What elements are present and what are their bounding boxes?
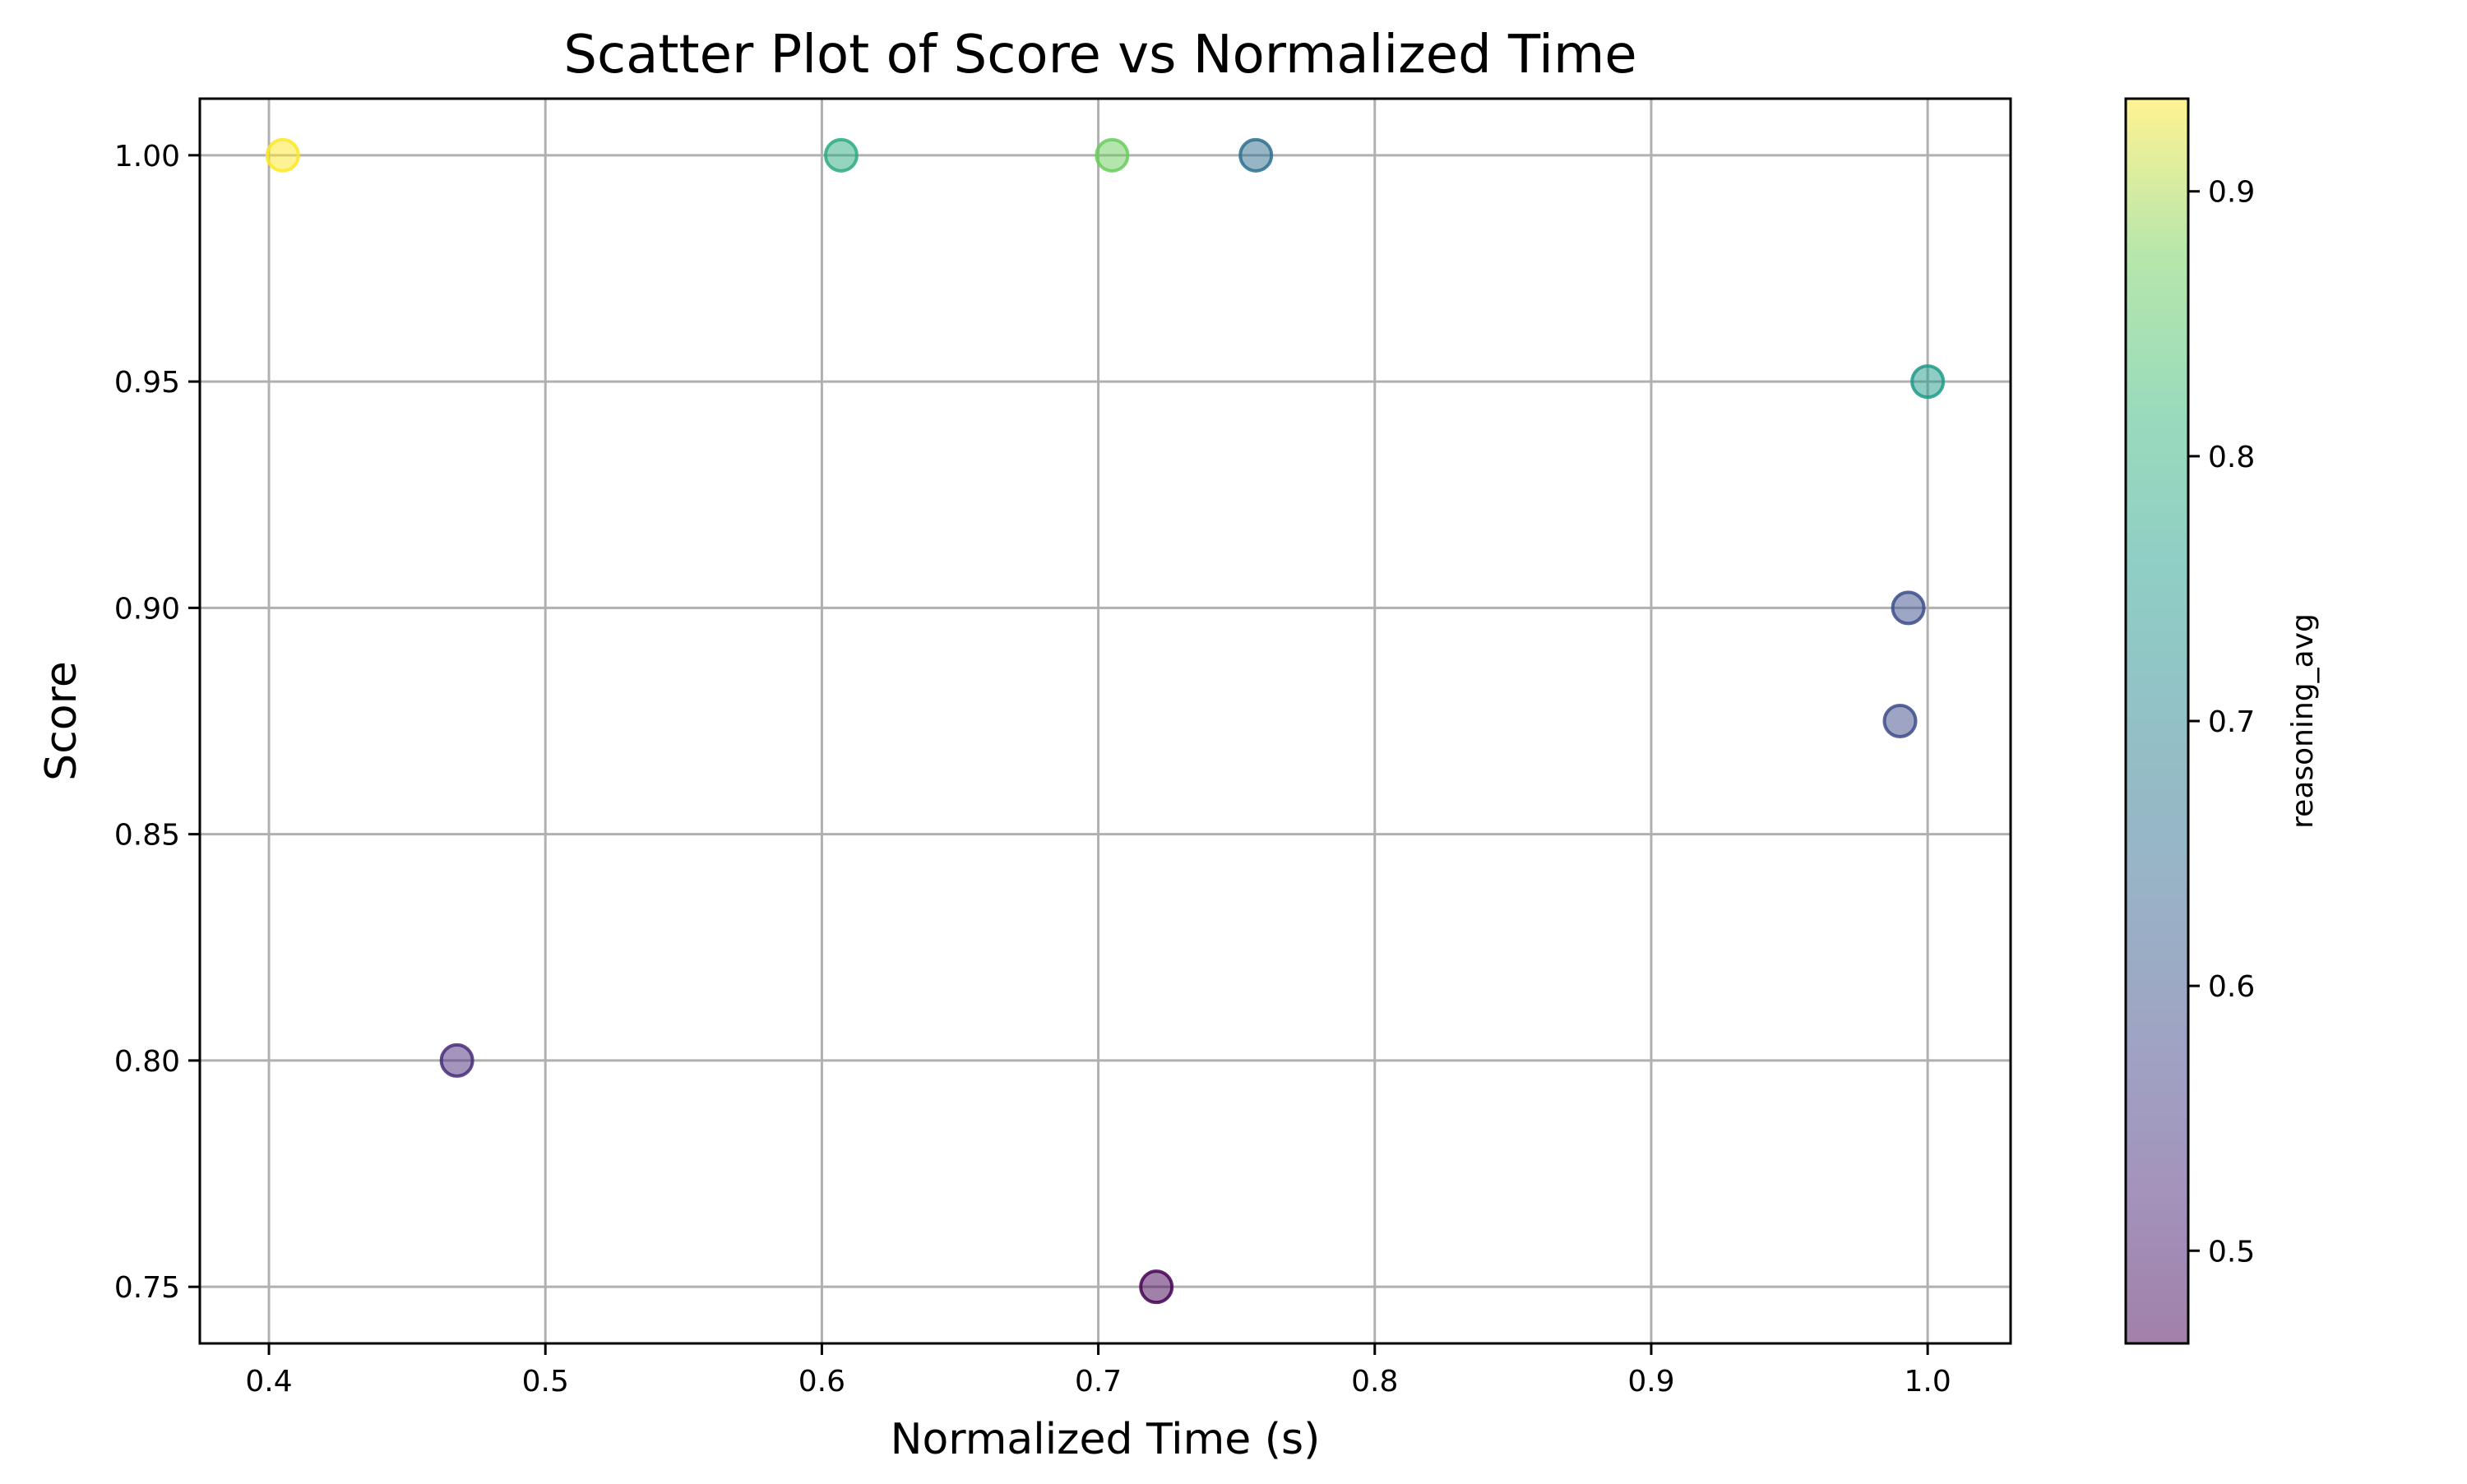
y-tick-label: 0.80 — [114, 1045, 180, 1079]
x-tick-label: 0.8 — [1351, 1365, 1398, 1398]
chart-title: Scatter Plot of Score vs Normalized Time — [563, 25, 1636, 86]
x-tick-label: 1.0 — [1905, 1365, 1951, 1398]
x-tick-label: 0.7 — [1075, 1365, 1122, 1398]
colorbar-tick-label: 0.6 — [2208, 970, 2255, 1004]
scatter-point — [265, 137, 300, 173]
scatter-point — [1238, 137, 1274, 173]
x-tick-label: 0.4 — [245, 1365, 292, 1398]
colorbar-ticks: 0.5 0.6 0.7 0.8 0.9 — [2188, 176, 2255, 1269]
scatter-point — [823, 137, 859, 173]
x-axis-label: Normalized Time (s) — [891, 1415, 1321, 1464]
x-axis-ticks: 0.4 0.5 0.6 0.7 0.8 0.9 1.0 — [245, 1343, 1951, 1398]
grid-lines — [200, 99, 2011, 1343]
scatter-point — [1095, 137, 1130, 173]
x-tick-label: 0.5 — [522, 1365, 569, 1398]
colorbar-tick-label: 0.9 — [2208, 176, 2255, 210]
data-points — [265, 137, 1946, 1305]
y-tick-label: 0.90 — [114, 592, 180, 626]
scatter-point — [439, 1042, 474, 1078]
y-tick-label: 0.95 — [114, 366, 180, 400]
x-tick-label: 0.9 — [1627, 1365, 1674, 1398]
y-axis-label: Score — [37, 661, 86, 781]
scatter-point — [1882, 704, 1918, 738]
y-tick-label: 0.75 — [114, 1271, 180, 1305]
y-tick-label: 1.00 — [114, 140, 180, 173]
y-tick-label: 0.85 — [114, 819, 180, 853]
colorbar-tick-label: 0.7 — [2208, 705, 2255, 739]
scatter-point — [1910, 364, 1946, 400]
scatter-point — [1139, 1269, 1174, 1305]
colorbar-label: reasoning_avg — [2286, 613, 2320, 829]
colorbar — [2126, 99, 2188, 1343]
scatter-point — [1891, 590, 1926, 626]
y-axis-ticks: 0.75 0.80 0.85 0.90 0.95 1.00 — [114, 140, 200, 1305]
plot-frame — [198, 97, 2012, 1345]
x-tick-label: 0.6 — [798, 1365, 845, 1398]
colorbar-tick-label: 0.5 — [2208, 1235, 2255, 1269]
colorbar-tick-label: 0.8 — [2208, 441, 2255, 474]
